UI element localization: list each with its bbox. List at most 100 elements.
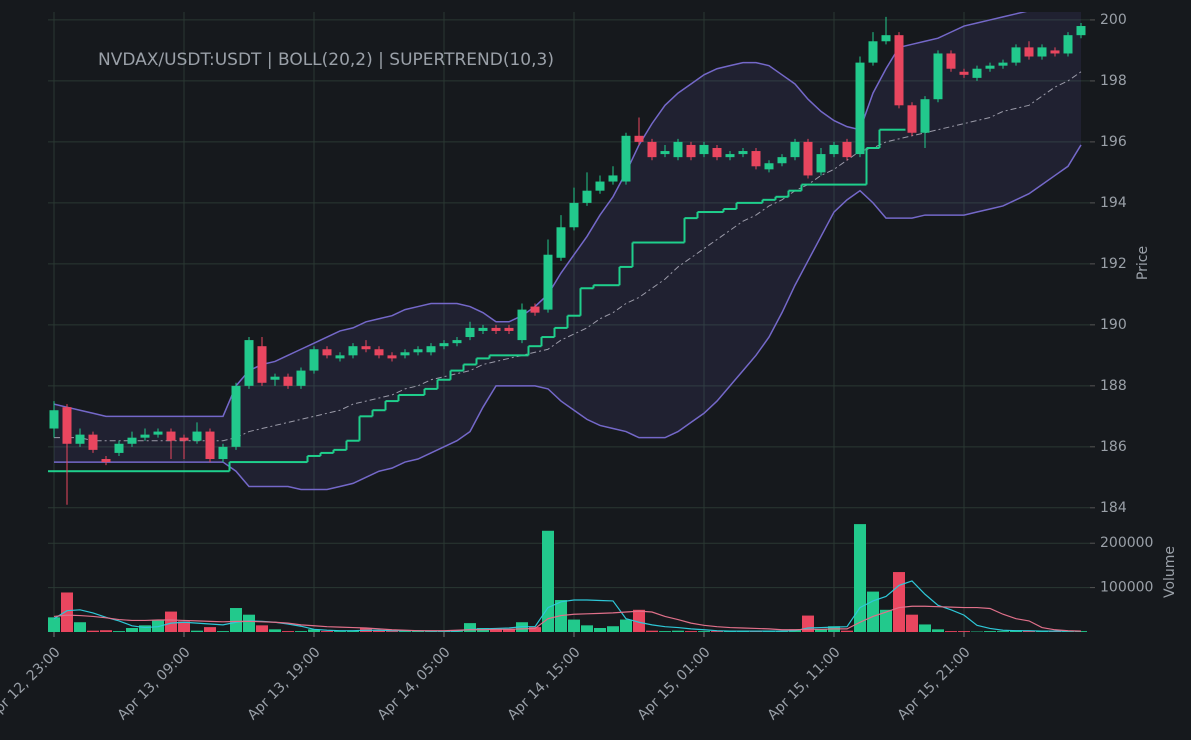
candle-body	[374, 349, 384, 356]
volume-bar	[139, 625, 151, 632]
volume-bar	[178, 621, 190, 632]
volume-bar	[490, 628, 502, 632]
candle-body	[127, 437, 137, 444]
candle-body	[101, 459, 111, 463]
volume-bar	[126, 628, 138, 632]
volume-bar	[165, 611, 177, 632]
candle-body	[296, 370, 306, 386]
candle-body	[556, 227, 566, 258]
volume-bar	[386, 631, 398, 632]
volume-bar	[867, 591, 879, 632]
volume-panel	[48, 524, 1087, 632]
candle-body	[894, 35, 904, 106]
candle-body	[179, 437, 189, 441]
volume-bar	[919, 624, 931, 632]
candle-body	[972, 68, 982, 78]
candle-body	[491, 327, 501, 331]
candle-body	[75, 434, 85, 444]
candle-body	[1050, 50, 1060, 54]
candle-body	[153, 431, 163, 435]
candle-body	[881, 35, 891, 42]
candle-body	[244, 340, 254, 386]
volume-ma-line	[53, 580, 1081, 632]
candle-body	[998, 62, 1008, 66]
candle-body	[205, 431, 215, 460]
candle-body	[647, 141, 657, 158]
candle-body	[855, 62, 865, 155]
candle-body	[543, 254, 553, 310]
candle-body	[517, 309, 527, 341]
candle-body	[842, 141, 852, 158]
volume-bar	[48, 617, 60, 632]
candle-body	[1011, 47, 1021, 63]
candle-body	[322, 349, 332, 356]
candle-body	[985, 65, 995, 69]
candle-body	[218, 446, 228, 460]
volume-bar	[542, 530, 554, 632]
price-panel	[48, 12, 1086, 505]
candle-body	[634, 135, 644, 142]
y-axis-label: Price	[1135, 246, 1151, 280]
candle-body	[699, 144, 709, 155]
volume-bar	[633, 609, 645, 632]
volume-bar	[74, 622, 86, 632]
volume-bar	[113, 631, 125, 632]
candle-body	[933, 53, 943, 100]
volume-bar	[646, 630, 658, 632]
volume-axis-label: Volume	[1162, 546, 1178, 598]
candle-body	[608, 175, 618, 182]
candle-body	[595, 181, 605, 191]
candle-body	[348, 346, 358, 356]
volume-bar	[529, 627, 541, 632]
candle-body	[582, 190, 592, 203]
y-tick-label: 194	[1100, 195, 1127, 211]
candle-body	[257, 346, 267, 383]
candle-body	[452, 340, 462, 344]
candle-body	[439, 343, 449, 347]
candle-body	[192, 431, 202, 441]
candle-body	[816, 154, 826, 173]
candle-body	[166, 431, 176, 441]
volume-bar	[191, 630, 203, 632]
volume-bar	[269, 629, 281, 632]
y-tick-label: 198	[1100, 73, 1127, 89]
volume-bar	[893, 572, 905, 632]
candle-body	[1037, 47, 1047, 57]
candle-body	[309, 349, 319, 371]
candle-body	[790, 141, 800, 158]
candle-body	[478, 327, 488, 331]
candle-body	[49, 410, 59, 429]
candle-body	[777, 157, 787, 164]
candle-body	[426, 346, 436, 353]
volume-bar	[100, 630, 112, 632]
candle-body	[231, 385, 241, 447]
volume-bar	[256, 625, 268, 632]
candle-body	[569, 202, 579, 228]
volume-bar	[282, 631, 294, 632]
candle-body	[88, 434, 98, 450]
candle-body	[621, 135, 631, 182]
candle-body	[530, 306, 540, 313]
candle-body	[465, 327, 475, 338]
volume-bar	[373, 630, 385, 632]
y-tick-label: 184	[1100, 500, 1127, 516]
volume-bar	[1023, 630, 1035, 632]
candle-body	[413, 349, 423, 353]
volume-bar	[334, 631, 346, 632]
candle-body	[725, 154, 735, 158]
overlay-line	[54, 71, 1082, 442]
volume-bar	[932, 629, 944, 632]
volume-bar	[503, 629, 515, 632]
volume-bar	[412, 630, 424, 632]
volume-bar	[672, 630, 684, 632]
y-tick-label: 190	[1100, 317, 1127, 333]
volume-bar	[87, 630, 99, 632]
volume-bar	[295, 631, 307, 632]
volume-bar	[659, 631, 671, 632]
volume-bar	[620, 619, 632, 632]
candle-body	[686, 144, 696, 158]
candle-body	[920, 99, 930, 133]
volume-bar	[581, 625, 593, 632]
volume-tick-label: 200000	[1100, 535, 1153, 551]
